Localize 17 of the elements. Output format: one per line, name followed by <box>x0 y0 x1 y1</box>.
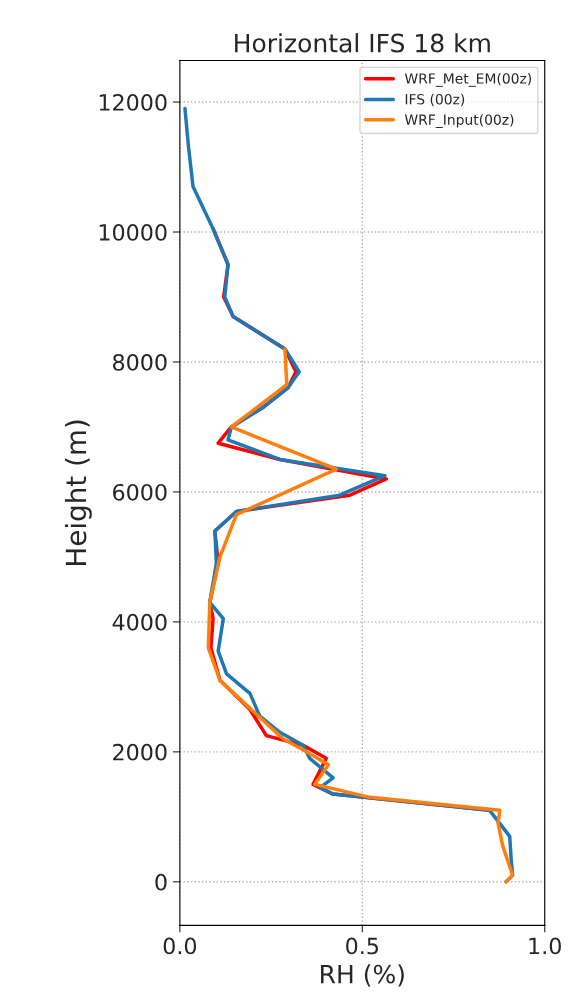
legend-label: WRF_Input(00z) <box>404 114 514 128</box>
x-tick-label: 0.5 <box>346 937 379 955</box>
y-axis-title: Height (m) <box>64 420 92 565</box>
line-series <box>206 347 515 884</box>
x-axis-title: RH (%) <box>321 964 404 987</box>
x-tick-label: 1.0 <box>529 937 561 955</box>
y-tick-label: 8000 <box>113 353 167 371</box>
chart-title: Horizontal IFS 18 km <box>235 33 490 53</box>
y-tick-label: 0 <box>155 873 167 891</box>
y-tick-label: 6000 <box>113 483 167 501</box>
y-tick-label: 10000 <box>99 223 167 241</box>
x-tick-label: 0.0 <box>163 937 197 955</box>
legend-label: WRF_Met_EM(00z) <box>404 73 532 87</box>
legend-label: IFS (00z) <box>405 93 465 107</box>
y-tick-label: 4000 <box>112 613 167 631</box>
y-tick-label: 2000 <box>113 743 167 761</box>
y-tick-label: 12000 <box>99 94 167 111</box>
